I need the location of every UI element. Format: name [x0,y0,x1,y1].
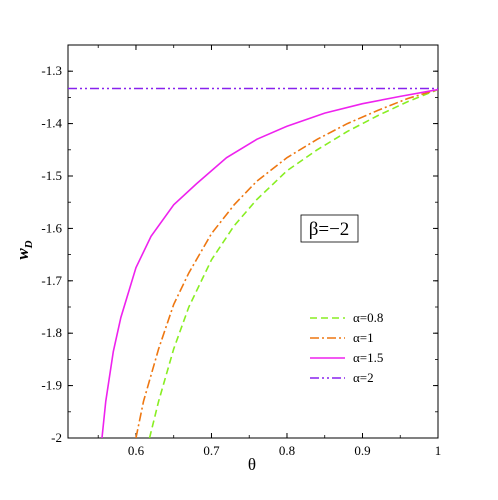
y-axis-label: wD [13,240,35,259]
plot-frame [67,44,439,439]
x-tick-label: 0.9 [354,443,370,458]
y-tick-label: -1.5 [41,168,62,183]
legend-label-2: α=1 [353,330,374,345]
y-tick-label: -1.6 [41,220,62,235]
series-line-3 [101,88,438,438]
y-tick-label: -1.3 [41,63,62,78]
y-tick-label: -1.9 [41,378,62,393]
series-line-1 [148,88,438,438]
ticks-layer: -2 -1.9 -1.8 -1.7 -1.6 -1.5 -1.4 -1.3 0.6 0.7 0.8 0… [41,44,442,458]
x-tick-label: 0.6 [128,443,145,458]
y-tick-label: -1.8 [41,325,62,340]
series-layer [68,87,438,438]
legend-label-1: α=0.8 [353,310,383,325]
x-tick-label: 0.7 [203,443,220,458]
legend-label-4: α=2 [353,370,374,385]
annotation-frame [300,214,359,243]
x-tick-label: 1 [435,443,442,458]
annotation-box: β=−2 [300,214,359,243]
legend-label-3: α=1.5 [353,350,383,365]
y-axis-label-main: w [13,248,32,260]
y-axis-label-sub: D [23,240,35,249]
series-line-2 [135,88,438,438]
x-tick-label: 0.8 [279,443,295,458]
y-tick-label: -2 [51,430,62,445]
legend: α=0.8 α=1 α=1.5 α=2 [310,310,383,385]
y-tick-label: -1.4 [41,116,62,131]
annotation-label: β=−2 [309,219,350,240]
x-axis-label: θ [248,455,256,474]
y-tick-label: -1.7 [41,273,62,288]
